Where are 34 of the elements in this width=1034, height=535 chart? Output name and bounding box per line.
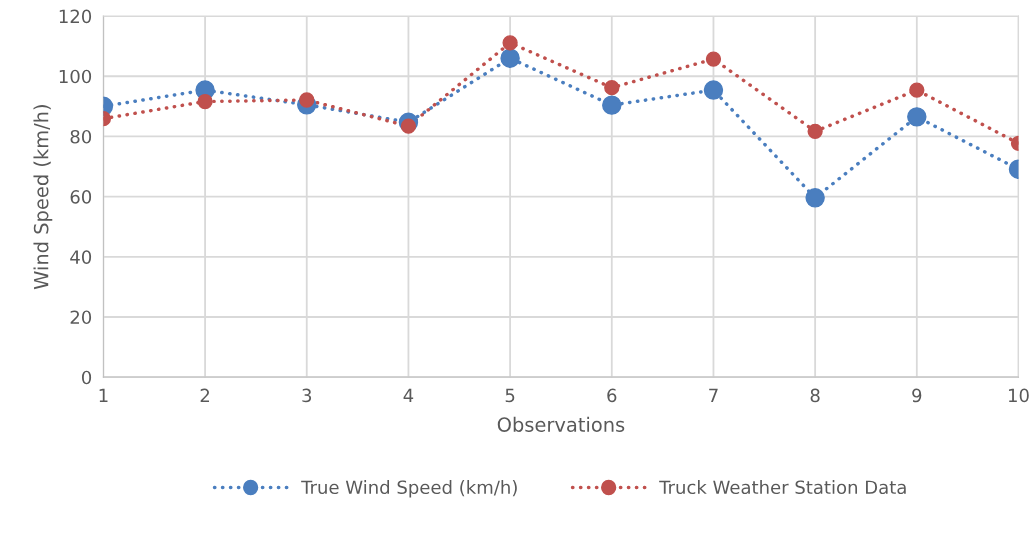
point xyxy=(197,93,213,110)
x-tick-label: 7 xyxy=(709,388,718,403)
x-tick-label: 10 xyxy=(1008,388,1029,403)
point xyxy=(703,80,724,100)
x-tick-label: 2 xyxy=(200,388,210,403)
x-tick-label: 5 xyxy=(505,388,515,403)
y-tick-label: 120 xyxy=(59,9,92,24)
legend-label: Truck Weather Station Data xyxy=(659,480,906,495)
x-tick-label: 9 xyxy=(912,388,922,403)
x-tick-label: 4 xyxy=(403,388,414,403)
point xyxy=(705,51,722,67)
point xyxy=(400,118,417,134)
point xyxy=(807,123,823,139)
y-tick-label: 0 xyxy=(81,370,92,385)
x-axis-title: Observations xyxy=(497,416,625,432)
y-axis-title: Wind Speed (km/h) xyxy=(33,105,53,290)
point xyxy=(907,107,927,127)
y-tick-label: 80 xyxy=(70,129,92,144)
y-tick-label: 60 xyxy=(70,190,92,204)
point xyxy=(805,188,825,208)
point xyxy=(602,95,622,115)
point xyxy=(502,35,518,51)
legend-label: True Wind Speed (km/h) xyxy=(301,480,517,498)
y-tick-label: 100 xyxy=(59,69,92,84)
point xyxy=(299,92,315,108)
point xyxy=(909,82,925,98)
x-tick-label: 8 xyxy=(810,388,820,403)
x-tick-label: 6 xyxy=(607,388,617,403)
y-tick-label: 20 xyxy=(70,310,92,325)
x-tick-label: 3 xyxy=(302,388,312,403)
x-tick-label: 1 xyxy=(99,388,108,403)
y-tick-label: 40 xyxy=(70,250,92,264)
point xyxy=(500,48,520,68)
point xyxy=(604,80,620,96)
